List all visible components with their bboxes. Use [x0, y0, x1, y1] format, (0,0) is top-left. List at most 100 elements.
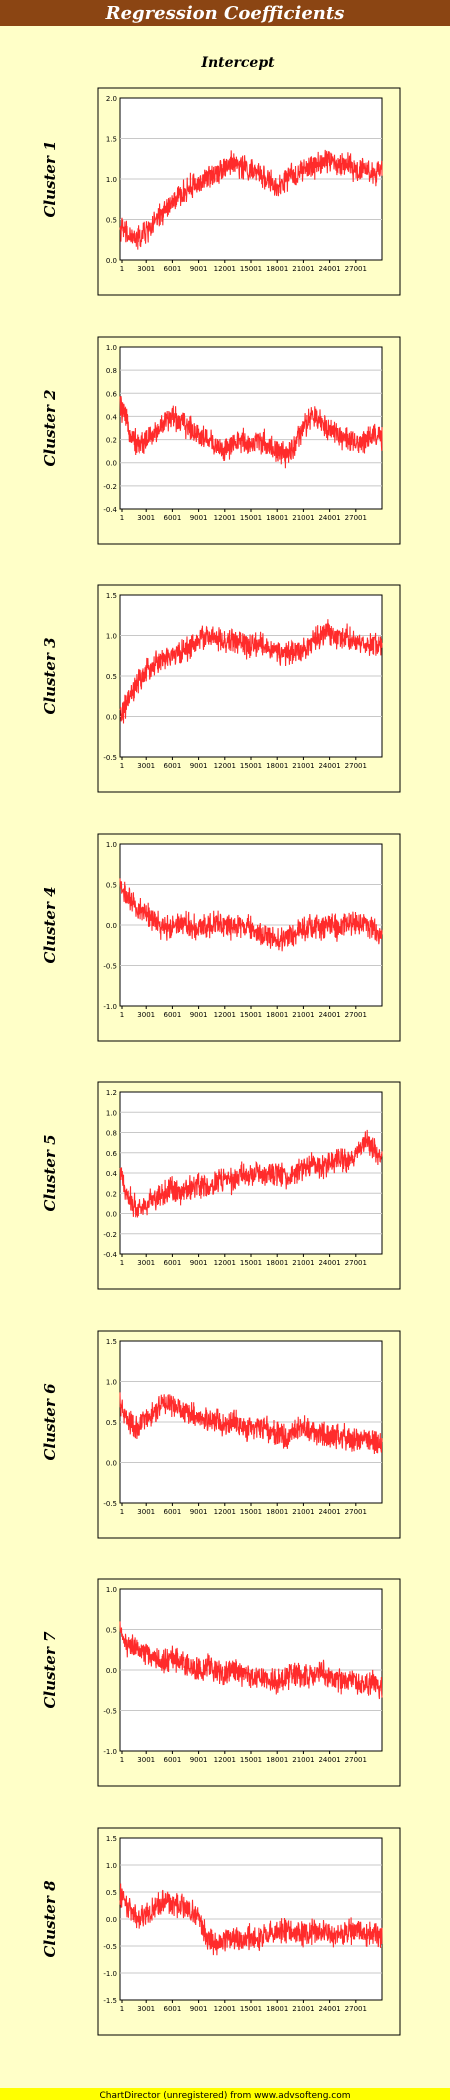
x-tick-label-1-7: 21001: [292, 265, 314, 273]
x-tick-label-6-6: 18001: [266, 1508, 288, 1516]
y-tick-label-8-1: -1.0: [103, 1970, 117, 1978]
series-line-4: [119, 878, 383, 952]
y-tick-label-6-4: 1.5: [106, 1338, 117, 1346]
x-tick-label-2-2: 6001: [163, 514, 181, 522]
y-tick-label-3-3: 1.0: [106, 633, 117, 641]
x-tick-label-2-1: 3001: [137, 514, 155, 522]
y-tick-label-3-2: 0.5: [106, 673, 117, 681]
footer-bar: [0, 2088, 450, 2100]
y-tick-label-2-5: 0.6: [106, 390, 118, 398]
y-tick-label-4-4: 1.0: [106, 841, 117, 849]
x-tick-label-3-6: 18001: [266, 762, 288, 770]
y-tick-label-8-0: -1.5: [103, 1997, 117, 2005]
x-tick-label-3-5: 15001: [240, 762, 262, 770]
y-tick-label-8-6: 1.5: [106, 1835, 117, 1843]
x-tick-label-7-2: 6001: [163, 1756, 181, 1764]
x-tick-label-5-5: 15001: [240, 1259, 262, 1267]
x-tick-label-3-2: 6001: [163, 762, 181, 770]
header-bar: [0, 0, 450, 26]
y-tick-label-3-1: 0.0: [106, 714, 117, 722]
x-tick-label-4-8: 24001: [318, 1011, 340, 1019]
x-tick-label-8-4: 12001: [214, 2005, 236, 2013]
series-line-7: [119, 1621, 383, 1700]
x-tick-label-4-1: 3001: [137, 1011, 155, 1019]
y-tick-label-5-7: 1.0: [106, 1109, 117, 1117]
x-tick-label-6-9: 27001: [345, 1508, 367, 1516]
x-tick-label-1-1: 3001: [137, 265, 155, 273]
chart-cluster-4: Cluster 4 -1.0 -0.5 0.0 0.5 1.0 1 3001 6001 9001 1…: [41, 833, 401, 1042]
x-tick-label-3-1: 3001: [137, 762, 155, 770]
x-tick-label-8-2: 6001: [163, 2005, 181, 2013]
x-tick-label-4-0: 1: [120, 1011, 124, 1019]
x-tick-label-7-8: 24001: [318, 1756, 340, 1764]
y-tick-label-6-2: 0.5: [106, 1419, 117, 1427]
y-tick-label-5-0: -0.4: [103, 1251, 117, 1259]
x-tick-label-1-2: 6001: [163, 265, 181, 273]
y-tick-label-4-1: -0.5: [103, 963, 117, 971]
series-line-1: [119, 149, 383, 250]
x-tick-label-1-6: 18001: [266, 265, 288, 273]
chart-cluster-8: Cluster 8 -1.5 -1.0 -0.5 0.0 0.5 1.0 1.5 1 3001 60…: [41, 1827, 401, 2036]
x-tick-label-8-5: 15001: [240, 2005, 262, 2013]
y-tick-label-2-2: 0.0: [106, 460, 117, 468]
x-tick-label-4-9: 27001: [345, 1011, 367, 1019]
chart-title-7: Cluster 7: [41, 1631, 59, 1709]
x-tick-label-8-6: 18001: [266, 2005, 288, 2013]
chart-title-6: Cluster 6: [41, 1383, 59, 1461]
y-tick-label-2-4: 0.4: [106, 413, 118, 421]
chart-cluster-7: Cluster 7 -1.0 -0.5 0.0 0.5 1.0 1 3001 6001 9001 1…: [41, 1578, 401, 1787]
y-tick-label-6-3: 1.0: [106, 1379, 117, 1387]
y-tick-label-2-6: 0.8: [106, 367, 117, 375]
y-tick-label-3-0: -0.5: [103, 754, 117, 762]
x-tick-label-7-7: 21001: [292, 1756, 314, 1764]
y-tick-label-5-3: 0.2: [106, 1190, 117, 1198]
chart-cluster-1: Cluster 1 0.0 0.5 1.0 1.5 2.0 1 3001 6001 9001 120…: [41, 87, 401, 296]
x-tick-label-8-1: 3001: [137, 2005, 155, 2013]
y-tick-label-5-6: 0.8: [106, 1130, 117, 1138]
x-tick-label-2-6: 18001: [266, 514, 288, 522]
x-tick-label-5-8: 24001: [318, 1259, 340, 1267]
series-line-8: [119, 1883, 383, 1956]
x-tick-label-8-0: 1: [120, 2005, 124, 2013]
x-tick-label-6-5: 15001: [240, 1508, 262, 1516]
x-tick-label-7-9: 27001: [345, 1756, 367, 1764]
y-tick-label-6-1: 0.0: [106, 1460, 117, 1468]
x-tick-label-3-0: 1: [120, 762, 124, 770]
chart-title-3: Cluster 3: [41, 637, 59, 714]
x-tick-label-4-3: 9001: [190, 1011, 208, 1019]
x-tick-label-5-9: 27001: [345, 1259, 367, 1267]
y-tick-label-7-4: 1.0: [106, 1586, 117, 1594]
x-tick-label-1-4: 12001: [214, 265, 236, 273]
x-tick-label-3-4: 12001: [214, 762, 236, 770]
y-tick-label-3-4: 1.5: [106, 592, 117, 600]
x-tick-label-2-3: 9001: [190, 514, 208, 522]
x-tick-label-3-3: 9001: [190, 762, 208, 770]
x-tick-label-6-4: 12001: [214, 1508, 236, 1516]
y-tick-label-4-2: 0.0: [106, 922, 117, 930]
x-tick-label-7-4: 12001: [214, 1756, 236, 1764]
x-tick-label-1-0: 1: [120, 265, 124, 273]
x-tick-label-7-1: 3001: [137, 1756, 155, 1764]
x-tick-label-4-4: 12001: [214, 1011, 236, 1019]
x-tick-label-8-7: 21001: [292, 2005, 314, 2013]
x-tick-label-8-9: 27001: [345, 2005, 367, 2013]
y-tick-label-2-1: -0.2: [103, 483, 117, 491]
y-tick-label-5-1: -0.2: [103, 1231, 117, 1239]
x-tick-label-4-7: 21001: [292, 1011, 314, 1019]
y-tick-label-5-2: 0.0: [106, 1211, 117, 1219]
y-tick-label-4-3: 0.5: [106, 882, 117, 890]
chart-title-2: Cluster 2: [41, 389, 59, 466]
y-tick-label-1-0: 0.0: [106, 257, 117, 265]
footer-text: ChartDirector (unregistered) from www.ad…: [99, 2091, 350, 2100]
x-tick-label-8-3: 9001: [190, 2005, 208, 2013]
x-tick-label-5-1: 3001: [137, 1259, 155, 1267]
x-tick-label-5-2: 6001: [163, 1259, 181, 1267]
x-tick-label-4-6: 18001: [266, 1011, 288, 1019]
y-tick-label-8-5: 1.0: [106, 1862, 117, 1870]
y-tick-label-8-4: 0.5: [106, 1889, 117, 1897]
x-tick-label-1-8: 24001: [318, 265, 340, 273]
y-tick-label-5-8: 1.2: [106, 1089, 117, 1097]
chart-cluster-3: Cluster 3 -0.5 0.0 0.5 1.0 1.5 1 3001 6001 9001 12…: [41, 584, 401, 793]
